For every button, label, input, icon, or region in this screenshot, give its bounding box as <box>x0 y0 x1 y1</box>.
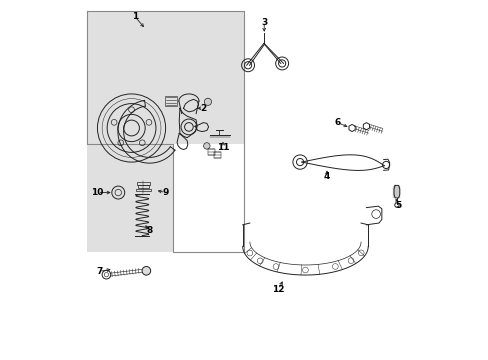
Bar <box>165 96 176 106</box>
Bar <box>214 152 221 158</box>
Text: 12: 12 <box>272 285 284 294</box>
Circle shape <box>142 266 150 275</box>
Circle shape <box>204 98 211 105</box>
Text: 5: 5 <box>395 201 401 210</box>
Text: 6: 6 <box>334 118 340 127</box>
Text: 11: 11 <box>216 143 229 152</box>
Bar <box>136 189 150 192</box>
Text: 8: 8 <box>146 226 152 235</box>
Text: 10: 10 <box>91 188 103 197</box>
Text: 9: 9 <box>162 188 168 197</box>
Circle shape <box>112 186 124 199</box>
Bar <box>207 149 215 155</box>
Bar <box>172 144 244 252</box>
Text: 2: 2 <box>200 104 206 113</box>
Bar <box>138 185 148 188</box>
Text: 7: 7 <box>96 267 102 276</box>
Bar <box>86 12 244 252</box>
Text: 1: 1 <box>132 12 138 21</box>
Text: 3: 3 <box>261 18 267 27</box>
Circle shape <box>203 143 210 149</box>
Bar <box>137 182 149 185</box>
Text: 4: 4 <box>323 172 329 181</box>
